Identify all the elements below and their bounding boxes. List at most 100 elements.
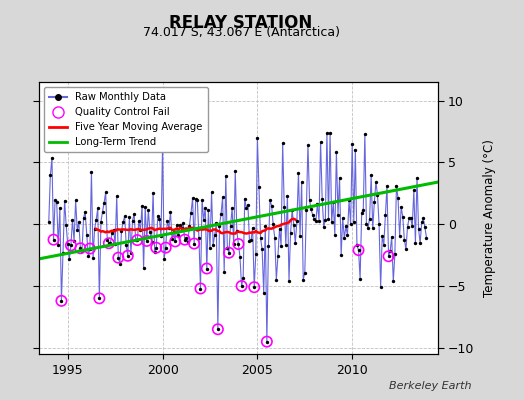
Point bbox=[49, 236, 58, 243]
Point bbox=[133, 237, 141, 243]
Point bbox=[332, 149, 341, 156]
Point bbox=[73, 227, 81, 234]
Point bbox=[171, 238, 179, 245]
Point bbox=[130, 211, 138, 217]
Point bbox=[132, 237, 140, 243]
Point bbox=[324, 216, 333, 222]
Point bbox=[70, 238, 78, 244]
Point bbox=[379, 242, 388, 248]
Point bbox=[345, 197, 353, 203]
Point bbox=[225, 250, 233, 256]
Point bbox=[301, 270, 309, 276]
Point bbox=[157, 233, 165, 239]
Point bbox=[219, 194, 227, 200]
Point bbox=[65, 256, 73, 262]
Point bbox=[370, 199, 378, 206]
Point bbox=[343, 232, 352, 238]
Point bbox=[81, 209, 89, 215]
Point bbox=[111, 241, 119, 248]
Point bbox=[86, 245, 94, 252]
Point bbox=[196, 285, 205, 292]
Point bbox=[125, 214, 134, 220]
Point bbox=[208, 189, 216, 196]
Point bbox=[94, 205, 102, 211]
Point bbox=[329, 199, 337, 206]
Point bbox=[342, 223, 350, 230]
Point bbox=[361, 131, 369, 138]
Point bbox=[346, 221, 355, 227]
Point bbox=[215, 222, 224, 229]
Point bbox=[359, 207, 367, 213]
Point bbox=[168, 236, 176, 242]
Point bbox=[248, 224, 257, 231]
Point bbox=[335, 174, 344, 181]
Point bbox=[86, 245, 94, 252]
Point bbox=[108, 230, 116, 236]
Point bbox=[421, 224, 429, 231]
Point bbox=[287, 230, 295, 236]
Point bbox=[136, 227, 145, 234]
Point bbox=[133, 237, 141, 243]
Point bbox=[149, 190, 157, 196]
Point bbox=[367, 172, 375, 179]
Point bbox=[60, 197, 69, 204]
Point bbox=[348, 141, 356, 147]
Point bbox=[236, 254, 244, 260]
Point bbox=[312, 218, 320, 224]
Point bbox=[375, 221, 383, 228]
Point bbox=[92, 217, 101, 223]
Point bbox=[174, 232, 182, 239]
Point bbox=[376, 284, 385, 290]
Point bbox=[281, 241, 290, 248]
Point bbox=[250, 284, 258, 290]
Point bbox=[135, 218, 143, 224]
Point bbox=[250, 284, 258, 290]
Point bbox=[389, 278, 398, 285]
Point bbox=[309, 212, 317, 218]
Point bbox=[138, 203, 146, 209]
Point bbox=[378, 232, 386, 239]
Point bbox=[179, 220, 187, 226]
Point bbox=[253, 134, 261, 141]
Point bbox=[259, 290, 268, 296]
Point bbox=[234, 241, 243, 247]
Point bbox=[211, 232, 219, 238]
Point bbox=[394, 195, 402, 202]
Point bbox=[320, 224, 328, 230]
Point bbox=[385, 253, 393, 260]
Point bbox=[307, 206, 315, 212]
Point bbox=[203, 265, 211, 272]
Point bbox=[155, 216, 163, 222]
Point bbox=[252, 251, 260, 258]
Point bbox=[152, 244, 160, 251]
Point bbox=[357, 209, 366, 216]
Point bbox=[169, 229, 178, 235]
Point bbox=[237, 283, 246, 289]
Point bbox=[247, 237, 255, 243]
Point bbox=[124, 252, 132, 259]
Point bbox=[124, 252, 132, 259]
Point bbox=[84, 253, 92, 259]
Point bbox=[195, 234, 203, 241]
Point bbox=[239, 274, 247, 281]
Point bbox=[256, 235, 265, 242]
Y-axis label: Temperature Anomaly (°C): Temperature Anomaly (°C) bbox=[483, 139, 496, 297]
Point bbox=[373, 192, 381, 198]
Point bbox=[294, 170, 303, 176]
Point bbox=[414, 226, 423, 233]
Point bbox=[263, 338, 271, 345]
Point bbox=[397, 204, 406, 210]
Point bbox=[82, 231, 91, 238]
Point bbox=[339, 215, 347, 221]
Point bbox=[411, 240, 420, 246]
Point bbox=[206, 245, 214, 252]
Point bbox=[141, 204, 149, 210]
Point bbox=[52, 199, 61, 205]
Point bbox=[117, 228, 126, 234]
Point bbox=[48, 155, 56, 161]
Point bbox=[402, 246, 410, 252]
Point bbox=[95, 295, 104, 302]
Point bbox=[328, 219, 336, 225]
Point bbox=[190, 240, 199, 247]
Point bbox=[152, 244, 160, 251]
